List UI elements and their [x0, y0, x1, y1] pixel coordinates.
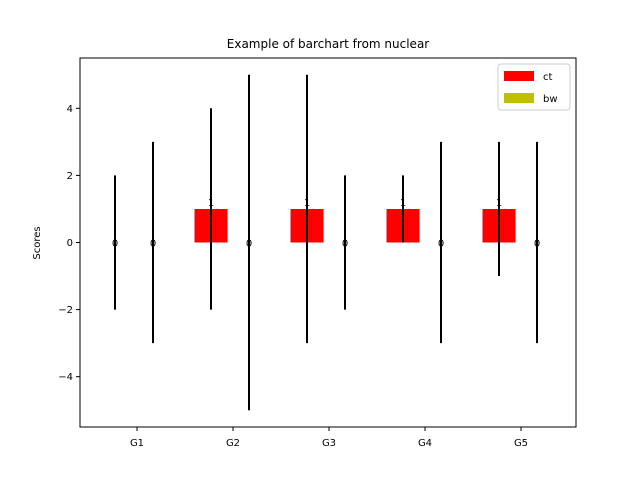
y-axis-label: Scores	[32, 226, 43, 259]
chart-title: Example of barchart from nuclear	[227, 37, 430, 51]
x-axis-ticks: G1 G2 G3 G4 G5	[130, 427, 528, 449]
y-tick-label: −2	[58, 305, 73, 316]
legend-swatch-ct	[504, 71, 534, 81]
bar-value-label-bw-G2: 0	[246, 239, 252, 250]
y-tick-label: 2	[67, 171, 73, 182]
legend-label-ct: ct	[543, 72, 552, 83]
error-bars-layer	[114, 74, 538, 411]
legend-swatch-bw	[504, 93, 534, 103]
bar-value-label-bw-G1: 0	[150, 239, 156, 250]
bar-value-label-ct-G4: 1	[400, 198, 406, 209]
bar-value-label-ct-G1: 0	[112, 239, 118, 250]
bar-value-label-bw-G5: 0	[534, 239, 540, 250]
legend-box	[497, 63, 571, 111]
bar-value-label-bw-G3: 0	[342, 239, 348, 250]
x-tick-label: G5	[514, 438, 528, 449]
bar-value-label-ct-G2: 1	[208, 198, 214, 209]
x-tick-label: G1	[130, 438, 144, 449]
y-tick-label: 0	[67, 238, 73, 249]
x-tick-label: G3	[322, 438, 336, 449]
x-tick-label: G4	[418, 438, 432, 449]
bar-value-label-ct-G5: 1	[496, 198, 502, 209]
x-tick-label: G2	[226, 438, 240, 449]
bar-value-labels: 0 1 1 1 1 0 0 0 0 0	[112, 198, 540, 250]
bar-value-label-ct-G3: 1	[304, 198, 310, 209]
y-axis-ticks: −4 −2 0 2 4	[58, 104, 80, 383]
bar-value-label-bw-G4: 0	[438, 239, 444, 250]
plot-frame	[79, 57, 577, 428]
y-tick-label: 4	[67, 104, 73, 115]
y-tick-label: −4	[58, 372, 73, 383]
legend-label-bw: bw	[543, 94, 558, 105]
legend: ct bw	[497, 63, 571, 111]
